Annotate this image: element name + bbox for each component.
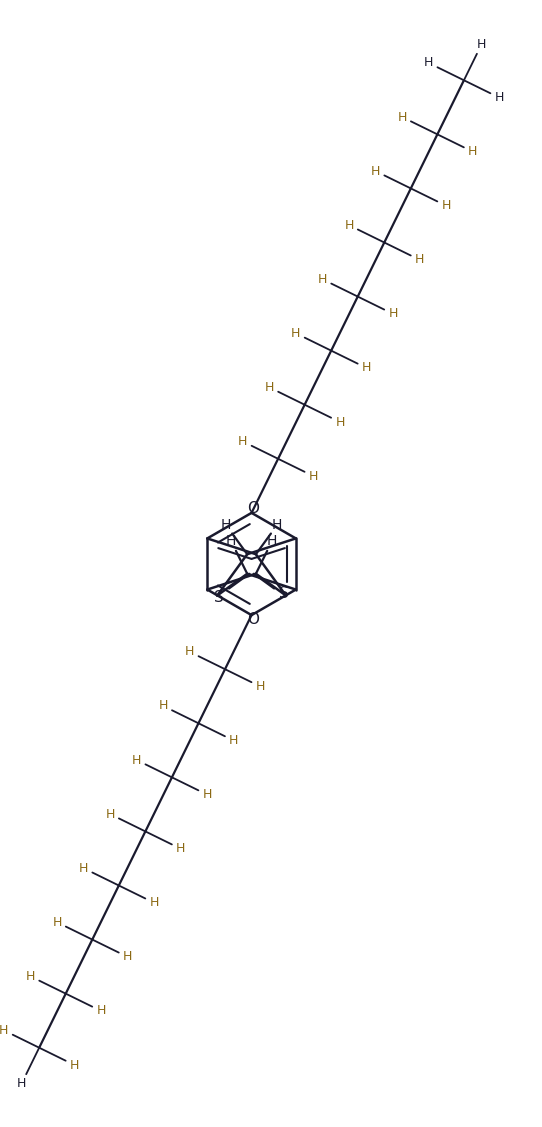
Text: O: O <box>248 612 260 627</box>
Text: H: H <box>389 308 398 320</box>
Text: H: H <box>96 1004 106 1018</box>
Text: H: H <box>0 1024 9 1037</box>
Text: H: H <box>229 734 238 747</box>
Text: H: H <box>344 219 354 232</box>
Text: H: H <box>203 788 212 801</box>
Text: H: H <box>264 381 274 394</box>
Text: H: H <box>132 754 141 766</box>
Text: H: H <box>267 534 277 548</box>
Text: H: H <box>52 916 62 929</box>
Text: H: H <box>468 145 478 158</box>
Text: H: H <box>158 700 168 712</box>
Text: H: H <box>17 1076 27 1090</box>
Text: H: H <box>424 56 433 70</box>
Text: O: O <box>248 502 260 516</box>
Text: H: H <box>185 646 195 658</box>
Text: H: H <box>70 1058 79 1072</box>
Text: H: H <box>397 110 406 124</box>
Text: H: H <box>150 896 159 909</box>
Text: H: H <box>238 435 248 447</box>
Text: H: H <box>335 416 345 428</box>
Text: H: H <box>371 165 380 178</box>
Text: H: H <box>291 327 301 340</box>
Text: H: H <box>362 362 371 374</box>
Text: S: S <box>279 586 289 601</box>
Text: H: H <box>105 808 115 820</box>
Text: H: H <box>441 199 451 212</box>
Text: H: H <box>415 254 424 266</box>
Text: H: H <box>123 950 132 964</box>
Text: H: H <box>79 862 88 875</box>
Text: H: H <box>221 517 231 532</box>
Text: H: H <box>272 517 282 532</box>
Text: H: H <box>309 470 318 482</box>
Text: H: H <box>26 970 35 983</box>
Text: H: H <box>494 91 504 104</box>
Text: H: H <box>176 842 185 855</box>
Text: H: H <box>476 38 486 52</box>
Text: H: H <box>226 534 236 548</box>
Text: S: S <box>214 591 224 605</box>
Text: H: H <box>318 273 327 286</box>
Text: H: H <box>256 680 265 693</box>
